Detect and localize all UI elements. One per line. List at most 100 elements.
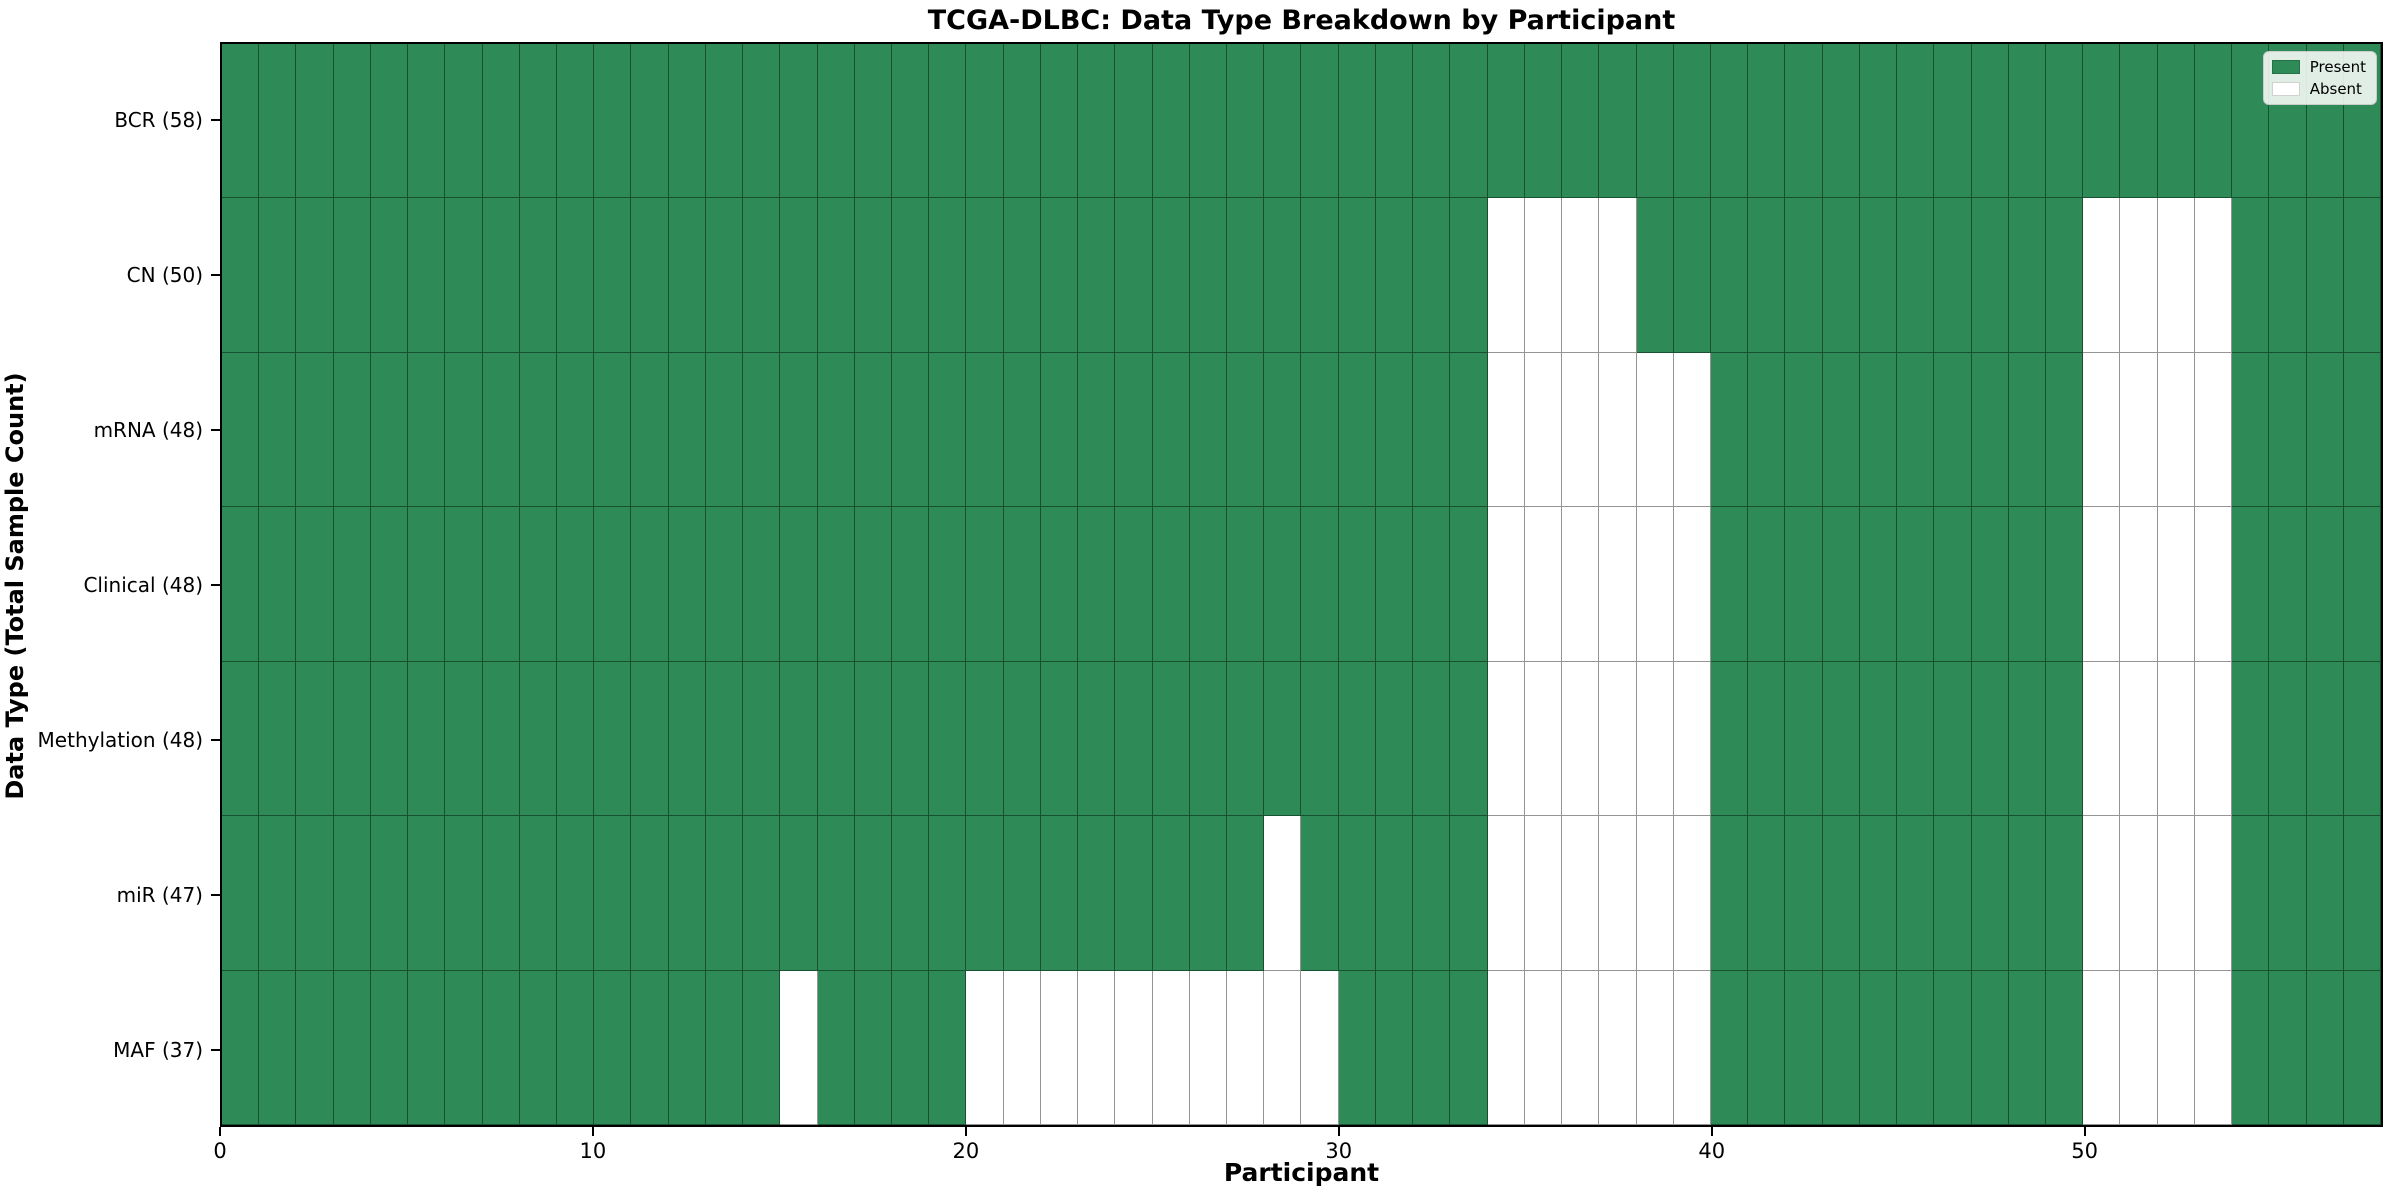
heatmap-cell <box>1822 970 1860 1125</box>
y-tick-mark <box>211 583 220 586</box>
heatmap-cell <box>519 44 558 199</box>
heatmap-cell <box>1450 507 1488 662</box>
heatmap-cell <box>854 661 893 817</box>
heatmap-cell <box>259 970 297 1125</box>
heatmap-cell <box>1003 198 1041 353</box>
x-tick-label: 30 <box>1325 1139 1353 1163</box>
heatmap-cell <box>929 507 967 662</box>
heatmap-cell <box>1189 352 1228 508</box>
legend-label: Absent <box>2309 79 2362 98</box>
heatmap-cell <box>1264 198 1302 353</box>
heatmap-cell <box>743 44 781 199</box>
heatmap-cell <box>594 970 632 1125</box>
heatmap-cell <box>259 352 297 508</box>
heatmap-cell <box>1003 507 1041 662</box>
y-tick-mark <box>211 118 220 121</box>
heatmap-cell <box>333 44 371 199</box>
heatmap-cell <box>1487 352 1525 508</box>
heatmap-cell <box>222 44 260 199</box>
heatmap-cell <box>2343 970 2381 1125</box>
heatmap-cell <box>1301 970 1339 1125</box>
heatmap-cell <box>668 970 706 1125</box>
heatmap-cell <box>1562 352 1600 508</box>
heatmap-cell <box>668 352 706 508</box>
heatmap-cell <box>780 816 818 971</box>
heatmap-cell <box>259 816 297 971</box>
heatmap-cell <box>1003 44 1041 199</box>
heatmap-cell <box>2157 198 2195 353</box>
heatmap-cell <box>2083 816 2121 971</box>
heatmap-cell <box>2194 816 2233 971</box>
heatmap-cell <box>1710 507 1749 662</box>
heatmap-cell <box>1264 661 1302 817</box>
heatmap-cell <box>1562 661 1600 817</box>
heatmap-cell <box>1003 352 1041 508</box>
legend-swatch-present <box>2271 60 2300 75</box>
heatmap-cell <box>1748 44 1786 199</box>
heatmap-cell <box>743 352 781 508</box>
heatmap-cell <box>2008 507 2046 662</box>
heatmap-cell <box>1673 661 1711 817</box>
heatmap-cell <box>2045 198 2084 353</box>
heatmap-cell <box>1822 816 1860 971</box>
heatmap-cell <box>966 198 1004 353</box>
heatmap-cell <box>2008 352 2046 508</box>
heatmap-cell <box>1115 352 1153 508</box>
heatmap-cell <box>2083 44 2121 199</box>
x-tick-mark <box>219 1127 221 1136</box>
heatmap-cell <box>2045 970 2084 1125</box>
heatmap-cell <box>1524 816 1563 971</box>
x-tick-mark <box>964 1127 967 1136</box>
heatmap-cell <box>892 44 930 199</box>
y-tick-label: Methylation (48) <box>37 727 203 752</box>
heatmap-cell <box>1040 970 1079 1125</box>
heatmap-cell <box>1487 816 1525 971</box>
heatmap-cell <box>2120 352 2158 508</box>
heatmap-cell <box>1524 507 1563 662</box>
heatmap-cell <box>1450 198 1488 353</box>
plot-area: Present Absent <box>220 42 2383 1127</box>
heatmap-cell <box>854 198 893 353</box>
legend: Present Absent <box>2262 51 2377 105</box>
heatmap-cell <box>370 507 409 662</box>
heatmap-cell <box>743 661 781 817</box>
heatmap-cell <box>1748 816 1786 971</box>
heatmap-cell <box>1487 44 1525 199</box>
x-tick-label: 10 <box>579 1139 607 1163</box>
heatmap-cell <box>1264 352 1302 508</box>
heatmap-cell <box>370 198 409 353</box>
heatmap-cell <box>854 816 893 971</box>
heatmap-cell <box>2232 661 2270 817</box>
heatmap-cell <box>1822 352 1860 508</box>
heatmap-cell <box>1524 44 1563 199</box>
heatmap-cell <box>1636 970 1674 1125</box>
heatmap-cell <box>1636 507 1674 662</box>
heatmap-cell <box>1636 44 1674 199</box>
x-tick-mark <box>2083 1127 2086 1136</box>
heatmap-cell <box>817 970 855 1125</box>
heatmap-cell <box>631 661 669 817</box>
heatmap-cell <box>1152 507 1190 662</box>
heatmap-cell <box>1785 507 1823 662</box>
y-tick-mark <box>211 738 220 741</box>
heatmap-cell <box>519 352 558 508</box>
heatmap-cell <box>482 661 520 817</box>
heatmap-cell <box>780 970 818 1125</box>
heatmap-cell <box>445 970 483 1125</box>
heatmap-cell <box>1636 661 1674 817</box>
x-tick-label: 40 <box>1698 1139 1726 1163</box>
heatmap-cell <box>1487 198 1525 353</box>
heatmap-cell <box>1375 198 1414 353</box>
heatmap-cell <box>1338 44 1376 199</box>
heatmap-cell <box>1971 198 2009 353</box>
heatmap-cell <box>1599 507 1637 662</box>
heatmap-cell <box>1822 198 1860 353</box>
heatmap-cell <box>1710 661 1749 817</box>
heatmap-cell <box>594 507 632 662</box>
heatmap-cell <box>929 661 967 817</box>
heatmap-cell <box>1227 816 1265 971</box>
heatmap-cell <box>2045 507 2084 662</box>
heatmap-cell <box>1040 44 1079 199</box>
heatmap-cell <box>482 970 520 1125</box>
heatmap-cell <box>892 970 930 1125</box>
